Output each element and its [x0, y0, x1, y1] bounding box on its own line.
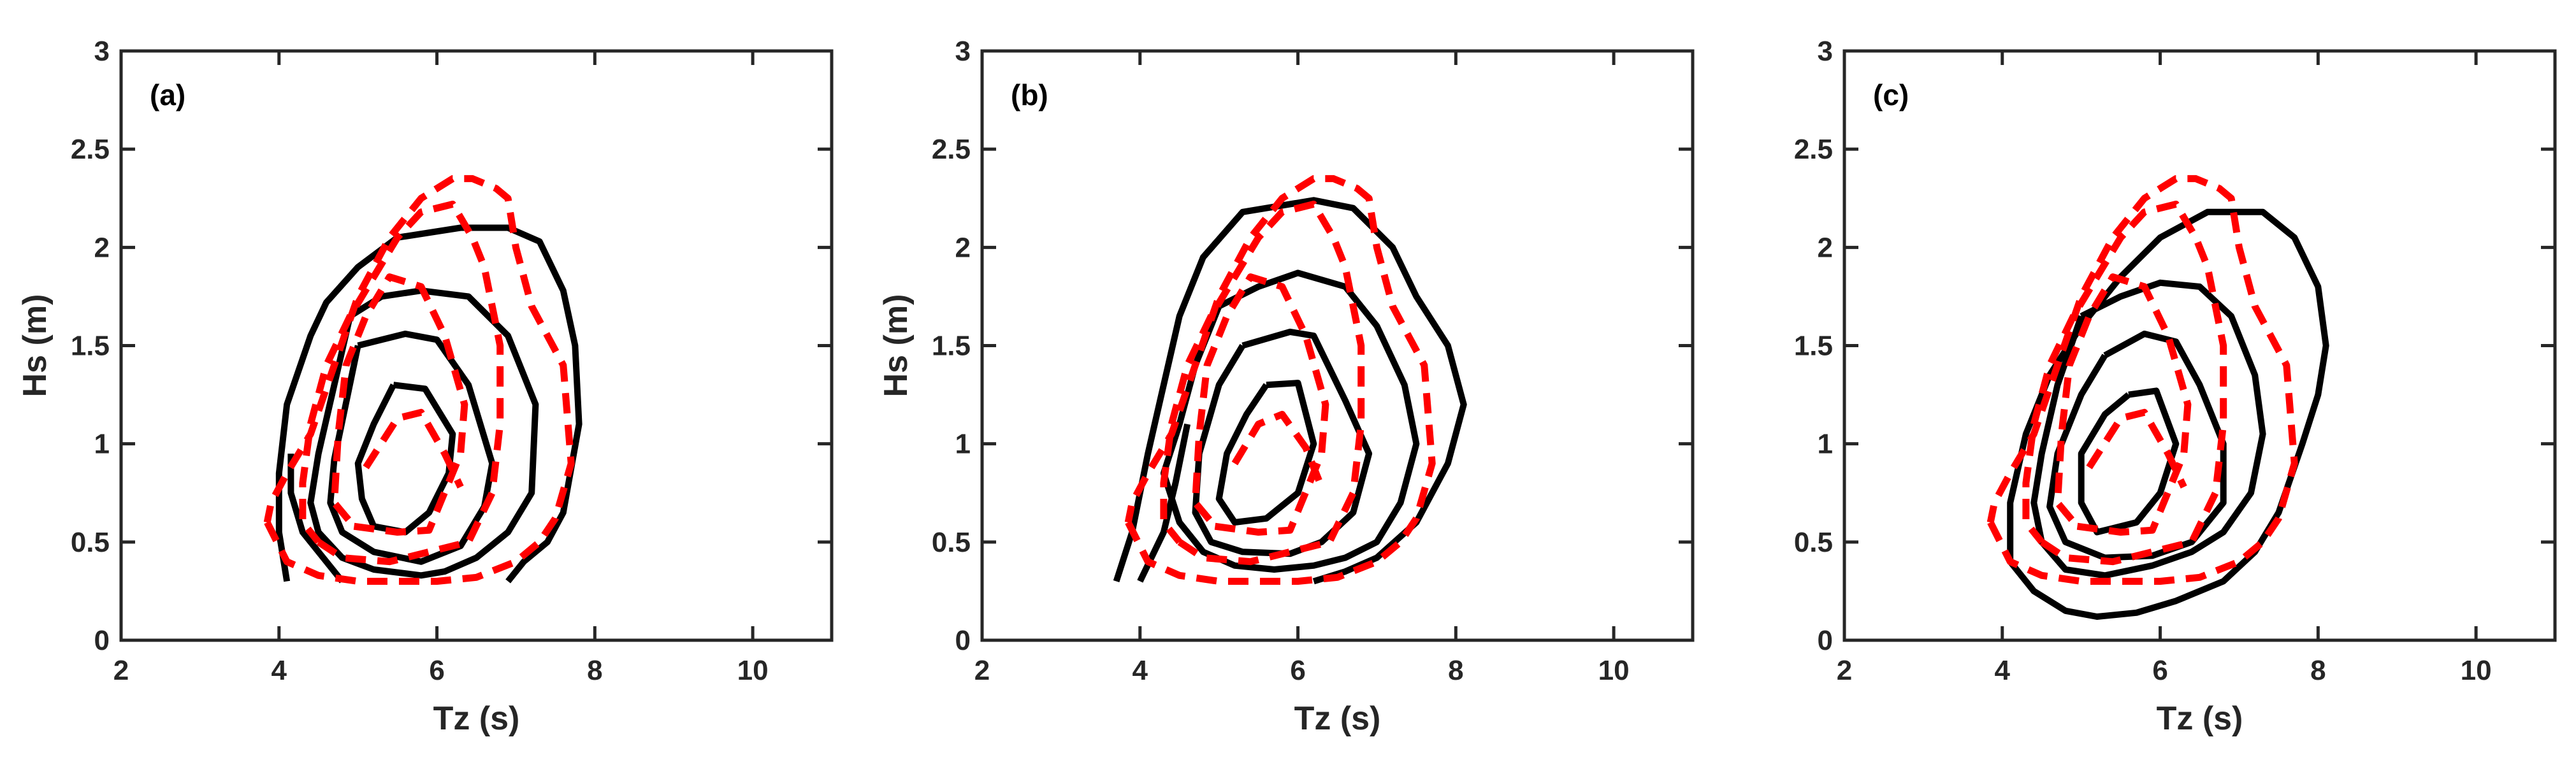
chart-panel-2: 2 4 6 8 10 0 0.5 1 1.5 2 2.5 3 Tz (s) Hs (m) (b): [878, 36, 1695, 737]
contour-dashed-1: [1231, 410, 1325, 489]
x-tick-label: 2: [113, 655, 129, 686]
contour-dashed-2: [1192, 273, 1329, 536]
y-axis-label: Hs (m): [17, 294, 54, 398]
contour-dashed-2: [2054, 273, 2192, 536]
x-tick-label: 10: [737, 655, 769, 686]
x-tick-label: 8: [2310, 655, 2326, 686]
contour-dashed-3: [2022, 201, 2227, 566]
y-tick-label: 1.5: [932, 331, 971, 362]
contour-dashed-4: [1986, 175, 2298, 585]
contour-dashed-3: [299, 201, 504, 566]
contour-dashed-1: [363, 408, 464, 489]
y-tick-label: 1: [94, 429, 110, 460]
y-tick-label: 1: [955, 429, 971, 460]
y-tick-label: 2: [955, 232, 971, 263]
y-tick-label: 0.5: [1794, 527, 1833, 558]
x-tick-label: 6: [1290, 655, 1305, 686]
contour-dashed-4: [1124, 175, 1436, 585]
contour-solid-1: [2078, 387, 2180, 536]
x-tick-label: 4: [1132, 655, 1148, 686]
panel-label: (a): [150, 78, 185, 111]
axes-frame: [119, 49, 834, 642]
y-tick-label: 0: [1818, 625, 1833, 656]
y-tick-label: 1.5: [71, 331, 110, 362]
contour-solid-3: [2030, 279, 2266, 579]
contour-dashed-1: [2086, 408, 2187, 489]
contour-dashed-2: [331, 273, 468, 536]
axes-frame: [1842, 49, 2557, 642]
x-axis-label: Tz (s): [433, 700, 520, 737]
chart-panel-3: 2 4 6 8 10 0 0.5 1 1.5 2 2.5 3 Tz (s) (c): [1794, 36, 2557, 737]
axes-frame: [980, 49, 1695, 642]
y-tick-label: 2.5: [1794, 134, 1833, 165]
panel-label: (c): [1873, 78, 1909, 111]
y-tick-label: 2.5: [71, 134, 110, 165]
y-tick-label: 0: [955, 625, 971, 656]
x-tick-label: 10: [1598, 655, 1630, 686]
y-tick-label: 2: [94, 232, 110, 263]
x-tick-label: 2: [974, 655, 990, 686]
y-tick-label: 0: [94, 625, 110, 656]
contour-dashed-4: [263, 175, 575, 585]
y-axis-label: Hs (m): [878, 294, 915, 398]
contour-solid-2: [1192, 328, 1373, 557]
contour-solid-4: [275, 224, 582, 584]
y-tick-label: 2: [1818, 232, 1833, 263]
x-tick-label: 6: [2152, 655, 2167, 686]
contour-solid-3: [307, 287, 539, 579]
x-tick-label: 10: [2461, 655, 2492, 686]
contour-solid-5: [1137, 423, 1191, 583]
x-tick-label: 6: [429, 655, 444, 686]
x-axis-label: Tz (s): [2157, 700, 2243, 737]
y-tick-label: 3: [955, 36, 971, 67]
x-tick-label: 4: [271, 655, 287, 686]
y-tick-label: 2.5: [932, 134, 971, 165]
y-tick-label: 0.5: [71, 527, 110, 558]
contour-dashed-3: [1160, 201, 1365, 566]
x-tick-label: 8: [1448, 655, 1463, 686]
contour-solid-4: [2007, 208, 2329, 620]
y-tick-label: 1.5: [1794, 331, 1833, 362]
y-tick-label: 3: [94, 36, 110, 67]
x-tick-label: 8: [587, 655, 602, 686]
y-tick-label: 3: [1818, 36, 1833, 67]
x-tick-label: 4: [1995, 655, 2011, 686]
x-axis-label: Tz (s): [1294, 700, 1381, 737]
contour-solid-2: [327, 331, 496, 565]
panel-label: (b): [1011, 78, 1048, 111]
contour-solid-1: [1215, 380, 1317, 526]
chart-panel-1: 2 4 6 8 10 0 0.5 1 1.5 2 2.5 3 Tz (s) Hs (m) (a): [17, 36, 834, 737]
x-tick-label: 2: [1837, 655, 1852, 686]
y-tick-label: 0.5: [932, 527, 971, 558]
y-tick-label: 1: [1818, 429, 1833, 460]
contour-solid-5: [287, 454, 345, 584]
